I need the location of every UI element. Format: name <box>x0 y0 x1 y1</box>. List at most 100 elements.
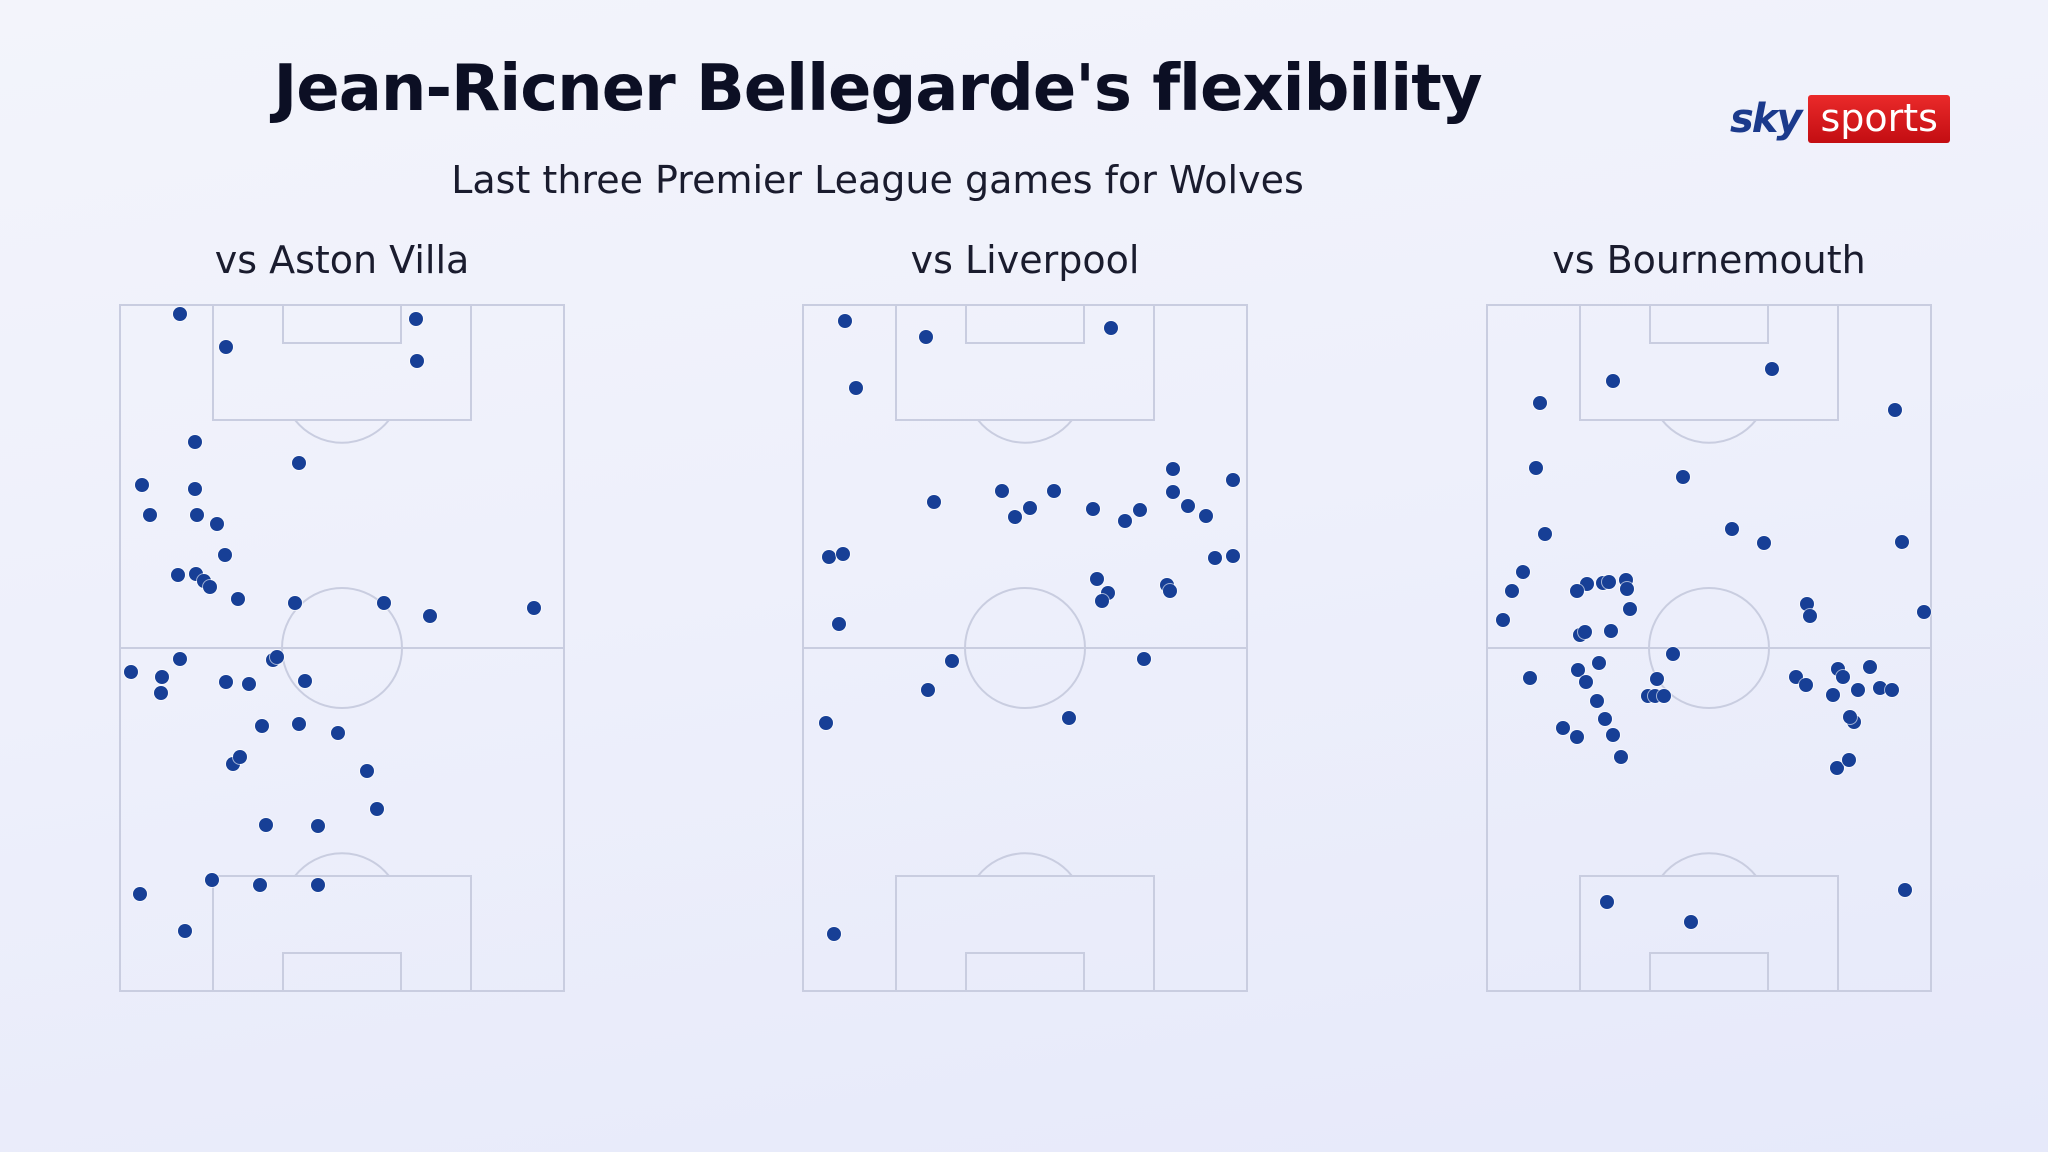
touch-dot <box>360 764 374 778</box>
touch-dot <box>1579 675 1593 689</box>
touch-dot <box>173 652 187 666</box>
touch-dot <box>1516 565 1530 579</box>
touch-dot <box>311 819 325 833</box>
touch-dot <box>1104 321 1118 335</box>
touch-dot <box>1650 672 1664 686</box>
touch-dot <box>1166 462 1180 476</box>
touch-dot <box>1851 683 1865 697</box>
touch-dot <box>1614 750 1628 764</box>
pitch-markings <box>802 304 1248 992</box>
touch-dot <box>1917 605 1931 619</box>
touch-dot <box>171 568 185 582</box>
touch-dot <box>1578 625 1592 639</box>
touch-dot <box>1529 461 1543 475</box>
touch-dot <box>1523 671 1537 685</box>
touch-dot <box>1826 688 1840 702</box>
touch-dot <box>219 675 233 689</box>
touch-dot <box>1604 624 1618 638</box>
touch-dot <box>410 354 424 368</box>
touch-dot <box>1163 584 1177 598</box>
touch-dot <box>1118 514 1132 528</box>
touch-dot <box>253 878 267 892</box>
touch-dot <box>409 312 423 326</box>
touch-dot <box>1843 710 1857 724</box>
touch-dot <box>1496 613 1510 627</box>
touch-dot <box>945 654 959 668</box>
touch-dot <box>233 750 247 764</box>
touch-dot <box>270 650 284 664</box>
touch-dot <box>423 609 437 623</box>
touch-dot <box>1725 522 1739 536</box>
touch-dot <box>1799 678 1813 692</box>
pitch-markings <box>119 304 565 992</box>
touch-dot <box>1676 470 1690 484</box>
touch-dot <box>1765 362 1779 376</box>
touch-dot <box>188 482 202 496</box>
touch-dot <box>124 665 138 679</box>
touch-dot <box>995 484 1009 498</box>
touch-dot <box>1898 883 1912 897</box>
touch-dot <box>1757 536 1771 550</box>
touch-dot <box>1166 485 1180 499</box>
touch-dot <box>288 596 302 610</box>
touch-dot <box>1590 694 1604 708</box>
touch-dot <box>173 307 187 321</box>
pitch-aston-villa <box>119 304 565 992</box>
touch-dot <box>1885 683 1899 697</box>
touch-dot <box>819 716 833 730</box>
touch-dot <box>219 340 233 354</box>
touch-dot <box>1023 501 1037 515</box>
touch-dot <box>1062 711 1076 725</box>
sky-sports-logo: sky sports <box>1730 94 1950 144</box>
touch-dot <box>154 686 168 700</box>
touch-dot <box>1602 575 1616 589</box>
touch-dot <box>242 677 256 691</box>
touch-dot <box>849 381 863 395</box>
pitch-title-aston-villa: vs Aston Villa <box>214 238 470 282</box>
pitch-markings <box>1486 304 1932 992</box>
touch-dot <box>155 670 169 684</box>
touch-dot <box>1181 499 1195 513</box>
touch-dot <box>231 592 245 606</box>
touch-dot <box>927 495 941 509</box>
touch-dot <box>178 924 192 938</box>
touch-dot <box>143 508 157 522</box>
touch-dot <box>827 927 841 941</box>
touch-dot <box>218 548 232 562</box>
touch-dot <box>292 717 306 731</box>
touch-dot <box>1556 721 1570 735</box>
logo-sports-text: sports <box>1808 95 1950 143</box>
pitch-liverpool <box>802 304 1248 992</box>
touch-dot <box>1095 594 1109 608</box>
touch-dot <box>255 719 269 733</box>
pitch-title-bournemouth: vs Bournemouth <box>1552 238 1866 282</box>
touch-dot <box>1570 584 1584 598</box>
touch-dot <box>919 330 933 344</box>
touch-dot <box>1047 484 1061 498</box>
touch-dot <box>331 726 345 740</box>
touch-dot <box>1133 503 1147 517</box>
page-title: Jean-Ricner Bellegarde's flexibility <box>273 52 1482 126</box>
touch-dot <box>1090 572 1104 586</box>
touch-dot <box>1666 647 1680 661</box>
touch-dot <box>836 547 850 561</box>
touch-dot <box>838 314 852 328</box>
touch-dot <box>1086 502 1100 516</box>
touch-dot <box>1592 656 1606 670</box>
touch-dot <box>1606 374 1620 388</box>
touch-dot <box>1606 728 1620 742</box>
touch-dot <box>1505 584 1519 598</box>
touch-dot <box>205 873 219 887</box>
touch-dot <box>1803 609 1817 623</box>
touch-dot <box>1199 509 1213 523</box>
touch-dot <box>1836 670 1850 684</box>
touch-dot <box>822 550 836 564</box>
touch-dot <box>1657 689 1671 703</box>
touch-dot <box>1570 730 1584 744</box>
touch-dot <box>1571 663 1585 677</box>
touch-dot <box>1623 602 1637 616</box>
touch-dot <box>133 887 147 901</box>
touch-dot <box>1863 660 1877 674</box>
pitch-title-liverpool: vs Liverpool <box>910 238 1140 282</box>
touch-dot <box>1895 535 1909 549</box>
